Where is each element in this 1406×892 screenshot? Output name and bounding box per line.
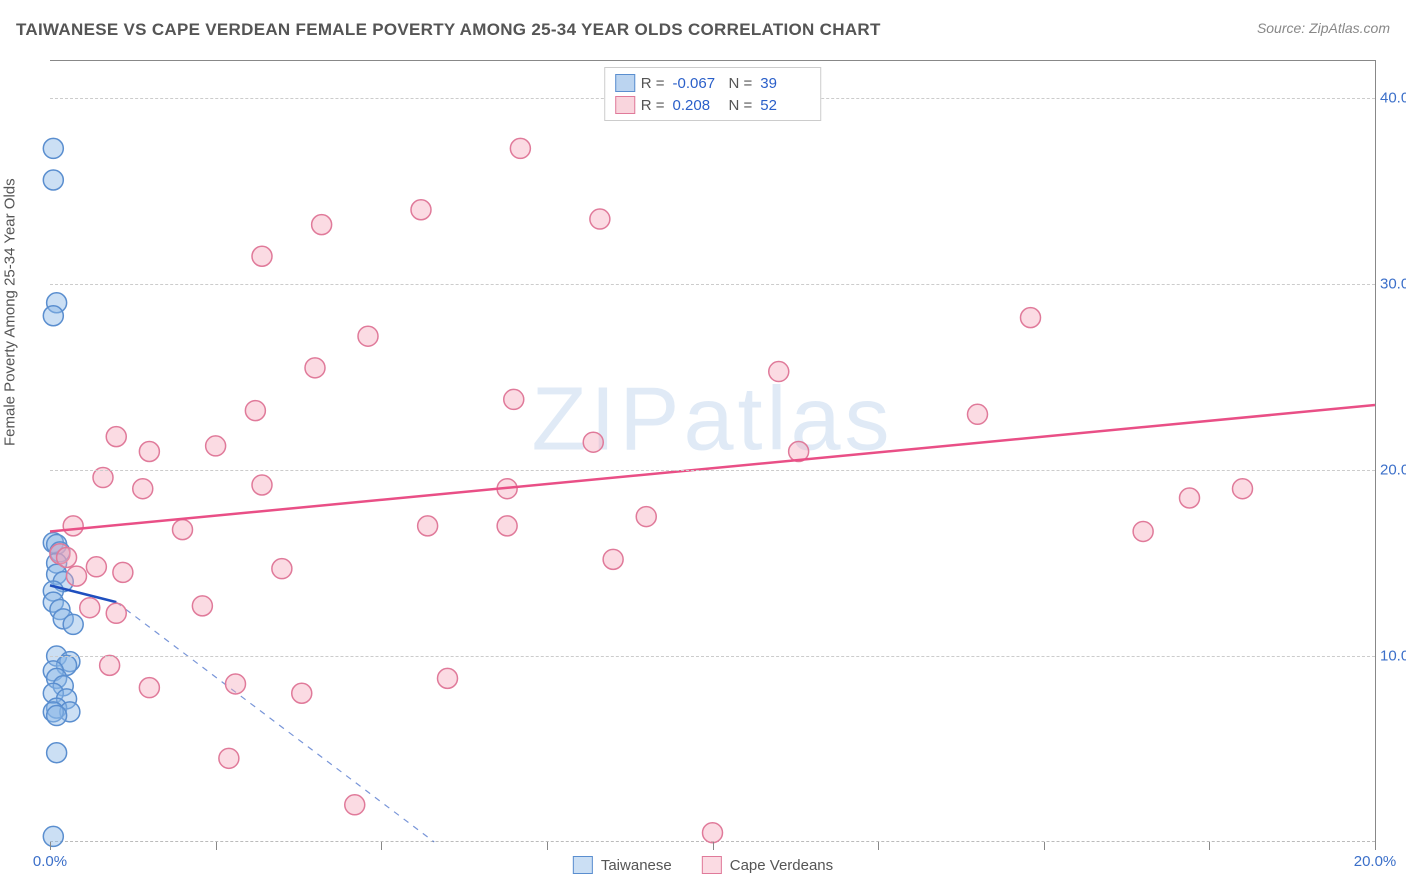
- data-point: [252, 246, 272, 266]
- data-point: [703, 823, 723, 843]
- legend-swatch-blue: [615, 74, 635, 92]
- data-point: [510, 138, 530, 158]
- data-point: [769, 362, 789, 382]
- data-point: [63, 516, 83, 536]
- data-point: [358, 326, 378, 346]
- data-point: [43, 826, 63, 846]
- data-point: [173, 520, 193, 540]
- data-point: [345, 795, 365, 815]
- chart-title: TAIWANESE VS CAPE VERDEAN FEMALE POVERTY…: [16, 20, 881, 39]
- data-point: [252, 475, 272, 495]
- legend-swatch-pink: [615, 96, 635, 114]
- data-point: [226, 674, 246, 694]
- data-point: [1233, 479, 1253, 499]
- x-tick: [547, 842, 548, 850]
- data-point: [1021, 308, 1041, 328]
- legend-n-label: N =: [729, 97, 753, 114]
- x-tick: [50, 842, 51, 850]
- legend-item: Taiwanese: [573, 856, 672, 874]
- data-point: [1180, 488, 1200, 508]
- data-point: [47, 706, 67, 726]
- data-point: [497, 516, 517, 536]
- x-tick: [1044, 842, 1045, 850]
- data-point: [47, 743, 67, 763]
- legend-r-value: 0.208: [673, 97, 723, 114]
- legend-label: Taiwanese: [601, 857, 672, 874]
- data-point: [57, 547, 77, 567]
- x-tick: [216, 842, 217, 850]
- source-label: Source: ZipAtlas.com: [1257, 20, 1390, 36]
- legend-swatch-blue: [573, 856, 593, 874]
- data-point: [636, 507, 656, 527]
- legend-n-label: N =: [729, 75, 753, 92]
- data-point: [504, 389, 524, 409]
- x-tick: [1375, 842, 1376, 850]
- legend-r-label: R =: [641, 75, 665, 92]
- data-point: [1133, 521, 1153, 541]
- x-tick: [381, 842, 382, 850]
- data-point: [192, 596, 212, 616]
- y-tick-label: 40.0%: [1380, 90, 1406, 107]
- data-point: [968, 404, 988, 424]
- scatter-svg: [50, 61, 1375, 842]
- legend-n-value: 52: [760, 97, 810, 114]
- data-point: [438, 668, 458, 688]
- data-point: [106, 427, 126, 447]
- gridline: [50, 470, 1375, 471]
- data-point: [292, 683, 312, 703]
- data-point: [43, 306, 63, 326]
- data-point: [106, 603, 126, 623]
- legend-r-value: -0.067: [673, 75, 723, 92]
- legend-r-label: R =: [641, 97, 665, 114]
- title-bar: TAIWANESE VS CAPE VERDEAN FEMALE POVERTY…: [16, 20, 1390, 50]
- data-point: [67, 566, 87, 586]
- data-point: [86, 557, 106, 577]
- y-tick-label: 10.0%: [1380, 648, 1406, 665]
- x-tick-label: 0.0%: [33, 853, 67, 870]
- data-point: [305, 358, 325, 378]
- data-point: [113, 562, 133, 582]
- legend-row: R = 0.208 N = 52: [615, 94, 811, 116]
- legend-series: Taiwanese Cape Verdeans: [573, 856, 833, 874]
- data-point: [133, 479, 153, 499]
- data-point: [312, 215, 332, 235]
- gridline: [50, 284, 1375, 285]
- data-point: [272, 559, 292, 579]
- y-tick-label: 20.0%: [1380, 462, 1406, 479]
- gridline: [50, 656, 1375, 657]
- data-point: [206, 436, 226, 456]
- data-point: [603, 549, 623, 569]
- legend-swatch-pink: [702, 856, 722, 874]
- legend-correlation: R = -0.067 N = 39 R = 0.208 N = 52: [604, 67, 822, 121]
- data-point: [80, 598, 100, 618]
- trend-line-extrapolated: [116, 602, 434, 842]
- data-point: [219, 748, 239, 768]
- data-point: [139, 442, 159, 462]
- x-tick: [878, 842, 879, 850]
- data-point: [245, 401, 265, 421]
- data-point: [63, 614, 83, 634]
- data-point: [43, 170, 63, 190]
- data-point: [43, 138, 63, 158]
- trend-line: [50, 405, 1375, 531]
- legend-item: Cape Verdeans: [702, 856, 833, 874]
- x-tick: [713, 842, 714, 850]
- data-point: [583, 432, 603, 452]
- data-point: [139, 678, 159, 698]
- data-point: [100, 655, 120, 675]
- data-point: [411, 200, 431, 220]
- x-tick-label: 20.0%: [1354, 853, 1397, 870]
- legend-n-value: 39: [760, 75, 810, 92]
- y-axis-label: Female Poverty Among 25-34 Year Olds: [2, 178, 19, 446]
- data-point: [590, 209, 610, 229]
- plot-area: ZIPatlas R = -0.067 N = 39 R = 0.208 N =…: [50, 60, 1376, 842]
- legend-label: Cape Verdeans: [730, 857, 833, 874]
- x-tick: [1209, 842, 1210, 850]
- y-tick-label: 30.0%: [1380, 276, 1406, 293]
- legend-row: R = -0.067 N = 39: [615, 72, 811, 94]
- data-point: [418, 516, 438, 536]
